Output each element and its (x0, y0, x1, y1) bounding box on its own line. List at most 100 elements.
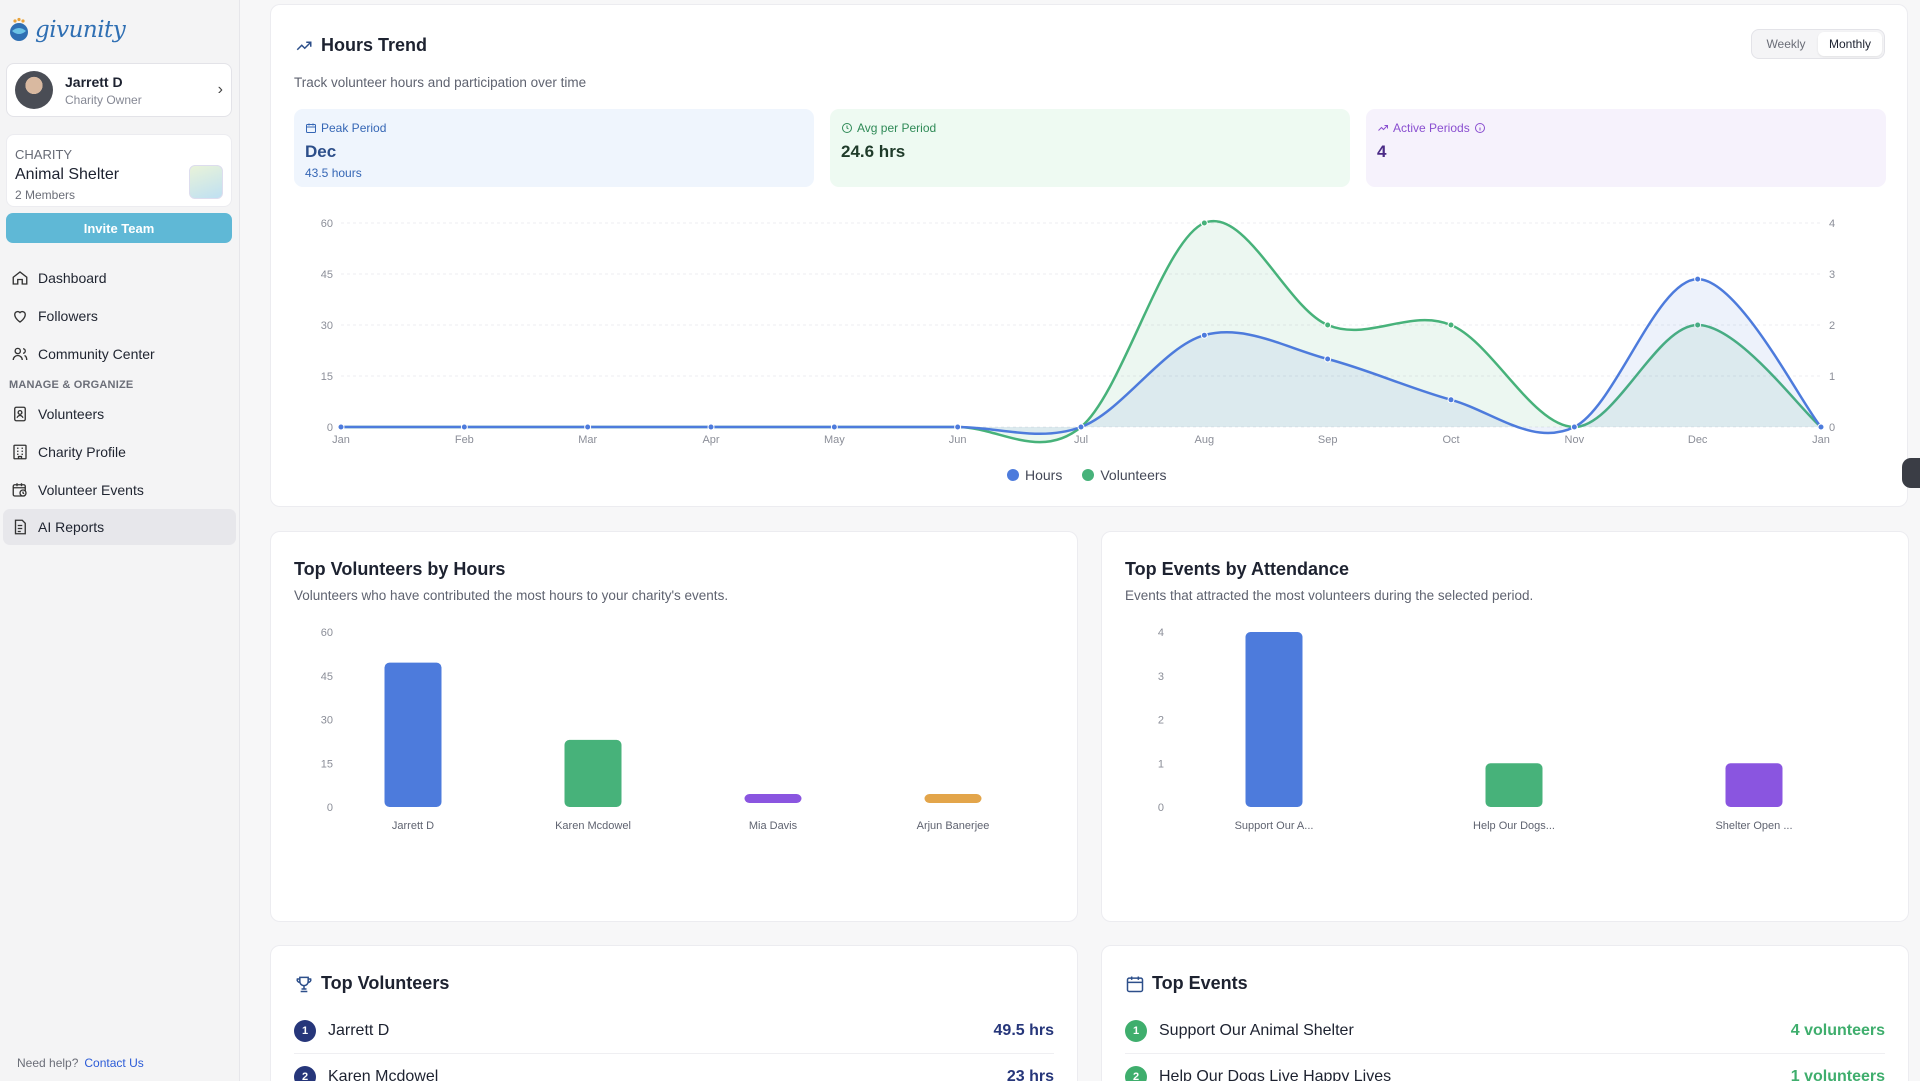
data-point-volunteers (1694, 321, 1702, 329)
y-tick-label: 4 (1158, 627, 1164, 639)
y-tick-right: 3 (1829, 269, 1835, 281)
toggle-weekly[interactable]: Weekly (1766, 37, 1806, 51)
bar (1245, 632, 1303, 807)
sidebar: givunity Jarrett D Charity Owner › CHARI… (0, 0, 240, 1081)
contact-us-link[interactable]: Contact Us (84, 1056, 144, 1070)
nav-section-label: MANAGE & ORGANIZE (9, 379, 134, 391)
list-item[interactable]: 2 Karen Mcdowel 23 hrs (294, 1054, 1054, 1081)
events-bar-chart: 0 1 2 3 4 Support Our A... Help Our Dogs... She… (1158, 627, 1793, 832)
y-tick-left: 30 (321, 320, 333, 332)
stat-value: 4 (1377, 142, 1387, 161)
stat-peak-period: Peak Period Dec 43.5 hours (294, 109, 814, 187)
toggle-monthly[interactable]: Monthly (1818, 32, 1882, 56)
brand-name: givunity (35, 17, 126, 43)
x-tick-label: Mia Davis (749, 820, 798, 832)
hours-trend-subtitle: Track volunteer hours and participation … (294, 75, 587, 90)
data-point-hours (1200, 331, 1208, 339)
user-profile-card[interactable]: Jarrett D Charity Owner › (6, 63, 232, 117)
y-tick-label: 1 (1158, 758, 1164, 770)
y-tick-label: 15 (321, 758, 333, 770)
list-item[interactable]: 1 Support Our Animal Shelter 4 volunteer… (1125, 1008, 1885, 1054)
data-point-hours (584, 423, 592, 431)
report-icon (14, 519, 26, 535)
badge-icon (14, 406, 26, 422)
legend-item-volunteers[interactable]: Volunteers (1082, 467, 1167, 483)
sidebar-item-volunteer-events[interactable]: Volunteer Events (3, 472, 236, 508)
charity-members: 2 Members (15, 188, 76, 202)
series-area-hours (341, 279, 1821, 434)
sidebar-item-label: Followers (38, 308, 98, 324)
data-point-hours (1447, 396, 1455, 404)
stat-note: 43.5 hours (305, 166, 362, 180)
side-panel-handle[interactable] (1902, 458, 1920, 488)
y-tick-label: 45 (321, 671, 333, 683)
calendar-icon (306, 123, 316, 133)
rank-badge: 2 (294, 1065, 316, 1081)
bar (564, 739, 622, 807)
x-tick-label: Arjun Banerjee (917, 820, 990, 832)
hours-trend-title: Hours Trend (321, 35, 428, 55)
charity-logo (189, 165, 223, 199)
stat-label: Active Periods (1393, 121, 1470, 135)
x-tick-label: Apr (702, 434, 719, 446)
event-name: Help Our Dogs Live Happy Lives (1159, 1067, 1392, 1081)
bar (924, 794, 982, 803)
sidebar-item-followers[interactable]: Followers (3, 298, 236, 334)
sidebar-item-community-center[interactable]: Community Center (3, 336, 236, 372)
charity-card: CHARITY Animal Shelter 2 Members (6, 134, 232, 207)
data-point-hours (460, 423, 468, 431)
calendar-icon (1126, 976, 1144, 992)
y-tick-label: 3 (1158, 671, 1164, 683)
period-toggle: Weekly Monthly (1751, 29, 1885, 59)
sidebar-item-label: Charity Profile (38, 444, 126, 460)
charity-label: CHARITY (15, 147, 73, 162)
clock-icon (842, 123, 852, 133)
trophy-icon (296, 976, 312, 992)
x-tick-label: Shelter Open ... (1715, 820, 1792, 832)
brand-logo[interactable]: givunity (7, 17, 126, 43)
y-tick-label: 30 (321, 715, 333, 727)
heart-icon (14, 310, 26, 323)
y-tick-right: 1 (1829, 371, 1835, 383)
sidebar-item-volunteers[interactable]: Volunteers (3, 396, 236, 432)
y-tick-label: 2 (1158, 715, 1164, 727)
y-tick-right: 2 (1829, 320, 1835, 332)
x-tick-label: Jun (949, 434, 967, 446)
volunteer-name: Jarrett D (328, 1021, 390, 1039)
user-name: Jarrett D (65, 73, 123, 90)
invite-team-button[interactable]: Invite Team (6, 213, 232, 243)
x-tick-label: Nov (1565, 434, 1585, 446)
y-tick-right: 4 (1829, 218, 1835, 230)
data-point-hours (1570, 423, 1578, 431)
event-volunteers: 1 volunteers (1790, 1067, 1885, 1081)
list-title-text: Top Events (1152, 973, 1248, 993)
legend-label: Volunteers (1100, 467, 1167, 483)
y-tick-left: 45 (321, 269, 333, 281)
stat-value: Dec (305, 142, 337, 161)
stat-label: Peak Period (321, 121, 387, 135)
bar (384, 662, 442, 807)
list-item[interactable]: 1 Jarrett D 49.5 hrs (294, 1008, 1054, 1054)
building-icon (13, 444, 27, 460)
data-point-hours (1324, 355, 1332, 363)
sidebar-item-label: Community Center (38, 346, 155, 362)
list-item[interactable]: 2 Help Our Dogs Live Happy Lives 1 volun… (1125, 1054, 1885, 1081)
hours-trend-chart: 0 15 30 45 60 0 1 2 3 4 Jan Feb Mar Apr May Jun Jul Aug Se… (321, 218, 1835, 446)
x-tick-label: Karen Mcdowel (555, 820, 631, 832)
y-tick-label: 60 (321, 627, 333, 639)
info-icon[interactable] (1474, 122, 1486, 134)
stat-avg-per-period: Avg per Period 24.6 hrs (830, 109, 1350, 187)
trending-up-icon (296, 41, 312, 51)
card-title: Top Volunteers by Hours (294, 559, 506, 579)
sidebar-item-label: Volunteer Events (38, 482, 144, 498)
sidebar-item-charity-profile[interactable]: Charity Profile (3, 434, 236, 470)
sidebar-item-label: Volunteers (38, 406, 105, 422)
bar (1725, 763, 1783, 807)
top-volunteers-hours-card: Top Volunteers by Hours Volunteers who h… (270, 531, 1078, 922)
data-point-hours (1077, 423, 1085, 431)
event-name: Support Our Animal Shelter (1159, 1021, 1354, 1039)
sidebar-item-dashboard[interactable]: Dashboard (3, 260, 236, 296)
sidebar-item-ai-reports[interactable]: AI Reports (3, 509, 236, 545)
data-point-hours (830, 423, 838, 431)
legend-item-hours[interactable]: Hours (1007, 467, 1062, 483)
